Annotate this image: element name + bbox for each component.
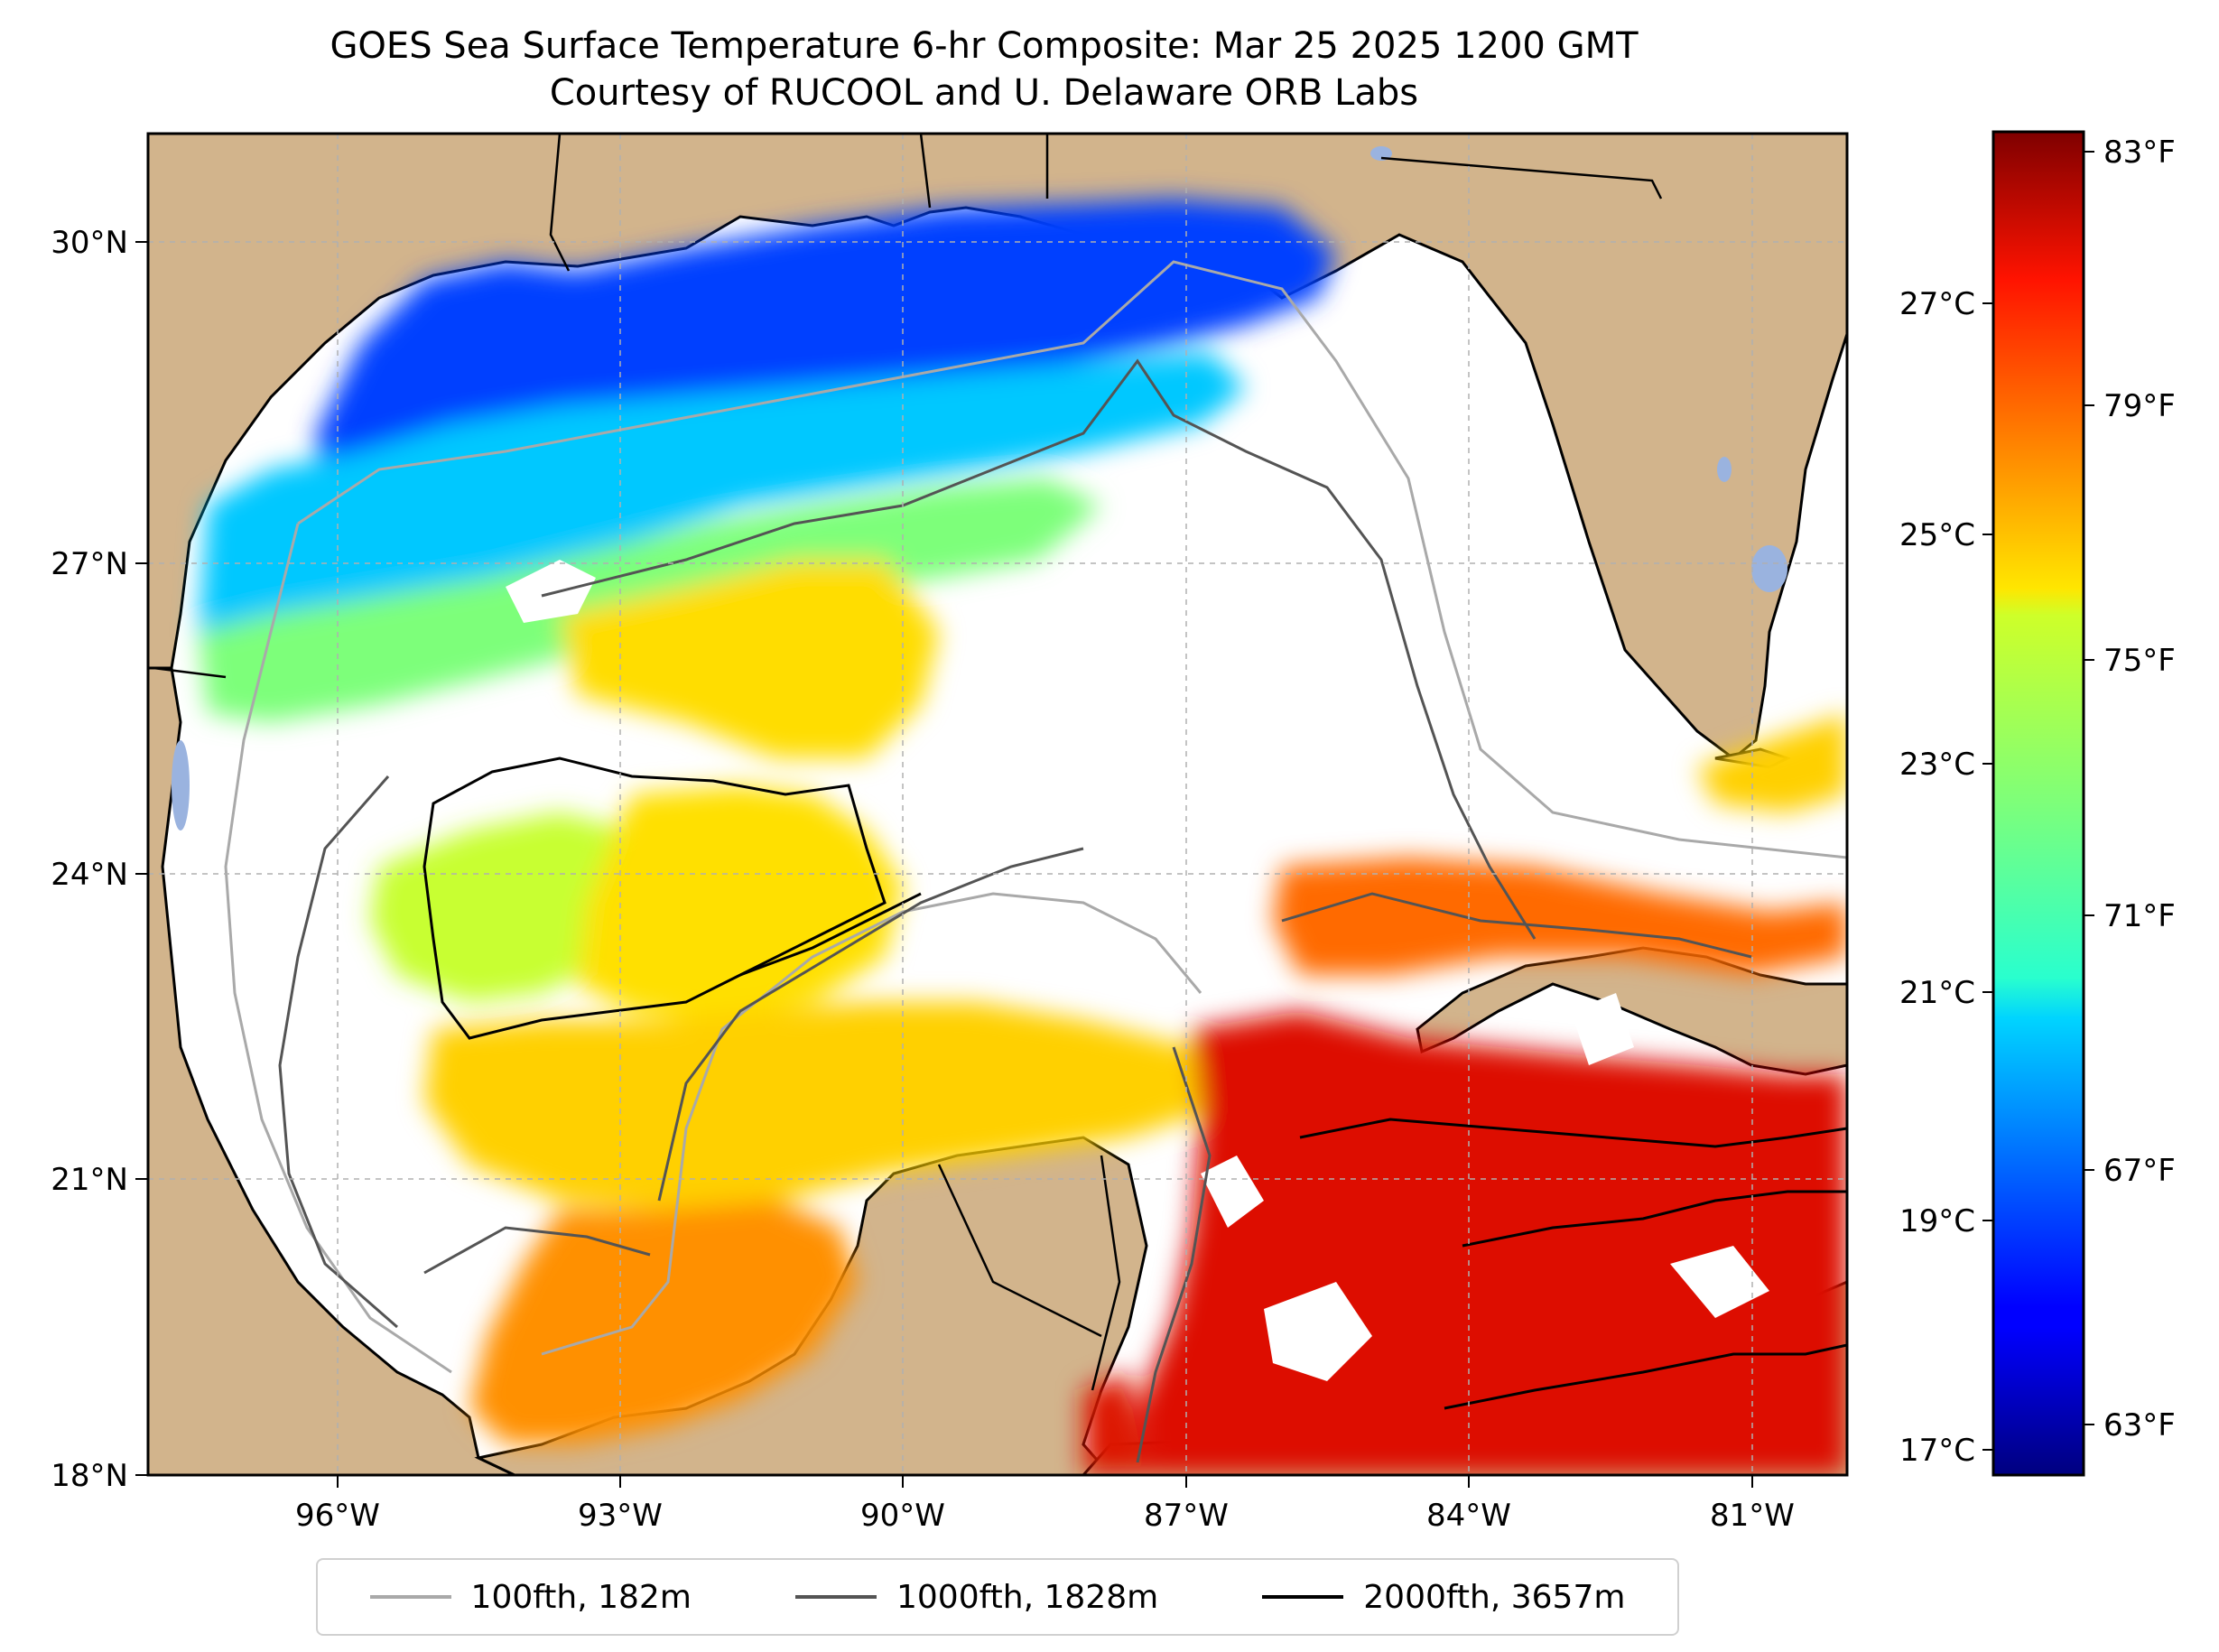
map-title-line2: Courtesy of RUCOOL and U. Delaware ORB L…: [550, 72, 1418, 114]
bathymetry-2000fth: [422, 756, 1847, 1410]
lat-tick-21: 21°N: [51, 1162, 128, 1198]
colorbar-fahrenheit-71: 71°F: [2103, 898, 2176, 934]
legend-item-2000fth: 2000fth, 3657m: [1262, 1579, 1625, 1616]
sst-patch-yellow-north: [560, 560, 939, 758]
colorbar-fahrenheit-63: 63°F: [2103, 1407, 2176, 1443]
colorbar-fahrenheit-75: 75°F: [2103, 643, 2176, 679]
legend-label-1000fth: 1000fth, 1828m: [896, 1578, 1159, 1616]
lat-tick-18: 18°N: [51, 1458, 128, 1494]
colorbar-celsius-21: 21°C: [1899, 975, 1975, 1011]
cloud-gap-5: [1670, 1246, 1769, 1318]
sst-patch-orange-bay: [469, 1201, 858, 1444]
colorbar-celsius-19: 19°C: [1899, 1203, 1975, 1239]
latitude-axis: 30°N 27°N 24°N 21°N 18°N: [51, 225, 148, 1494]
political-borders: [153, 134, 1663, 1391]
sst-patch-red-west: [1083, 1372, 1147, 1475]
bathymetry-100fth: [224, 260, 1847, 1374]
colorbar: 27°C 25°C 23°C 21°C 19°C 17°C 83°F 79°F …: [1899, 130, 2176, 1477]
lon-tick-90: 90°W: [860, 1498, 945, 1534]
lat-tick-30: 30°N: [51, 225, 128, 261]
legend-swatch-100fth: [369, 1595, 451, 1599]
colorbar-fahrenheit-79: 79°F: [2103, 388, 2176, 424]
colorbar-celsius-27: 27°C: [1899, 286, 1975, 322]
lake-layer: [172, 146, 1787, 831]
longitude-axis: 96°W 93°W 90°W 87°W 84°W 81°W: [295, 1475, 1795, 1534]
colorbar-fahrenheit-67: 67°F: [2103, 1153, 2176, 1189]
cloud-gap-3: [1201, 1155, 1264, 1228]
cloud-mask-layer: [506, 560, 1769, 1381]
lake-small-1: [1370, 146, 1392, 161]
lon-tick-81: 81°W: [1710, 1498, 1795, 1534]
sst-patch-yellow-florida: [1697, 713, 1847, 812]
sst-patch-red-caribbean: [1137, 1011, 1847, 1475]
colorbar-celsius-23: 23°C: [1899, 747, 1975, 783]
colorbar-fahrenheit-83: 83°F: [2103, 135, 2176, 171]
legend-swatch-2000fth: [1262, 1595, 1344, 1599]
map-panel: [146, 132, 1849, 1477]
lon-tick-84: 84°W: [1426, 1498, 1511, 1534]
lake-small-2: [1717, 457, 1732, 482]
bathymetry-legend: 100fth, 182m 1000fth, 1828m 2000fth, 365…: [316, 1558, 1679, 1636]
map-frame: [146, 132, 1849, 1477]
lake-okeechobee: [1751, 545, 1787, 592]
colorbar-celsius-17: 17°C: [1899, 1433, 1975, 1469]
sst-patch-yellow-green: [370, 812, 650, 1002]
cloud-gap-1: [506, 560, 596, 623]
bathymetry-1000fth: [278, 358, 1752, 1463]
colorbar-celsius-25: 25°C: [1899, 517, 1975, 553]
land-layer: [148, 134, 1847, 1475]
lat-tick-24: 24°N: [51, 857, 128, 893]
lon-tick-93: 93°W: [578, 1498, 663, 1534]
colorbar-gradient: [1992, 130, 2085, 1477]
sst-layer: [199, 199, 1847, 1475]
cloud-gap-4: [1571, 993, 1634, 1065]
cloud-gap-2: [1264, 1282, 1372, 1381]
legend-item-1000fth: 1000fth, 1828m: [795, 1579, 1158, 1616]
lake-laguna-madre: [172, 740, 190, 831]
legend-item-100fth: 100fth, 182m: [369, 1578, 692, 1616]
map-title-line1: GOES Sea Surface Temperature 6-hr Compos…: [330, 25, 1639, 67]
sst-patch-yellow-south: [424, 1002, 1210, 1210]
legend-label-100fth: 100fth, 182m: [470, 1578, 692, 1616]
lat-tick-27: 27°N: [51, 546, 128, 582]
lon-tick-96: 96°W: [295, 1498, 380, 1534]
sst-patch-north-cyan: [199, 352, 1246, 650]
lon-tick-87: 87°W: [1144, 1498, 1229, 1534]
gridlines: [148, 134, 1847, 1475]
legend-swatch-1000fth: [795, 1595, 877, 1599]
legend-label-2000fth: 2000fth, 3657m: [1363, 1578, 1626, 1616]
